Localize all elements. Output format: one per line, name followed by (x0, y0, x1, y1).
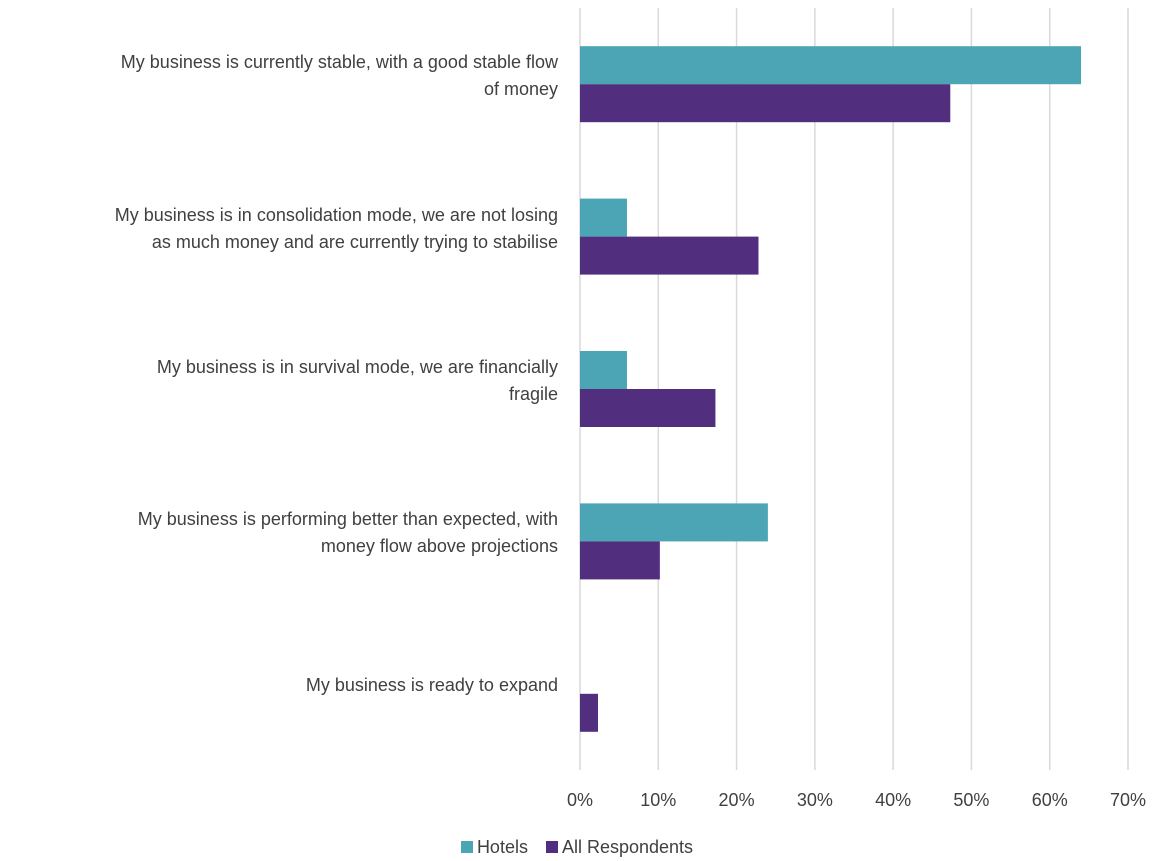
bar-all-respondents (580, 389, 716, 427)
category-label: My business is performing better than ex… (137, 509, 558, 557)
bar-all-respondents (580, 236, 759, 275)
x-tick-labels: 0% 10% 20% 30% 40% 50% 60% 70% (567, 790, 1146, 810)
bar-hotels (580, 46, 1082, 85)
bars (580, 46, 1082, 732)
x-tick-label: 60% (1032, 790, 1068, 810)
x-tick-label: 70% (1110, 790, 1146, 810)
legend-swatch-hotels (460, 841, 473, 853)
x-tick-label: 50% (953, 790, 989, 810)
x-tick-label: 30% (797, 790, 833, 810)
bar-all-respondents (580, 84, 951, 123)
legend-item-all-respondents: All Respondents (545, 836, 694, 858)
bar-hotels (580, 351, 627, 389)
gridlines (579, 8, 1129, 770)
bar-all-respondents (580, 541, 660, 580)
legend-label-hotels: Hotels (476, 837, 528, 857)
bar-hotels (580, 198, 627, 237)
bar-hotels (580, 503, 768, 542)
category-label: My business is ready to expand (305, 675, 558, 696)
legend-item-hotels: Hotels (460, 836, 528, 858)
category-label: My business is in survival mode, we are … (156, 357, 558, 404)
legend: Hotels All Respondents (0, 836, 1154, 858)
legend-swatch-all-respondents (545, 841, 558, 853)
x-tick-label: 20% (719, 790, 755, 810)
x-tick-label: 40% (875, 790, 911, 810)
bar-all-respondents (580, 693, 599, 732)
x-tick-label: 10% (640, 790, 676, 810)
legend-label-all-respondents: All Respondents (561, 837, 694, 857)
category-label: My business is in consolidation mode, we… (114, 204, 558, 252)
category-label: My business is currently stable, with a … (120, 52, 558, 100)
x-tick-label: 0% (567, 790, 593, 810)
